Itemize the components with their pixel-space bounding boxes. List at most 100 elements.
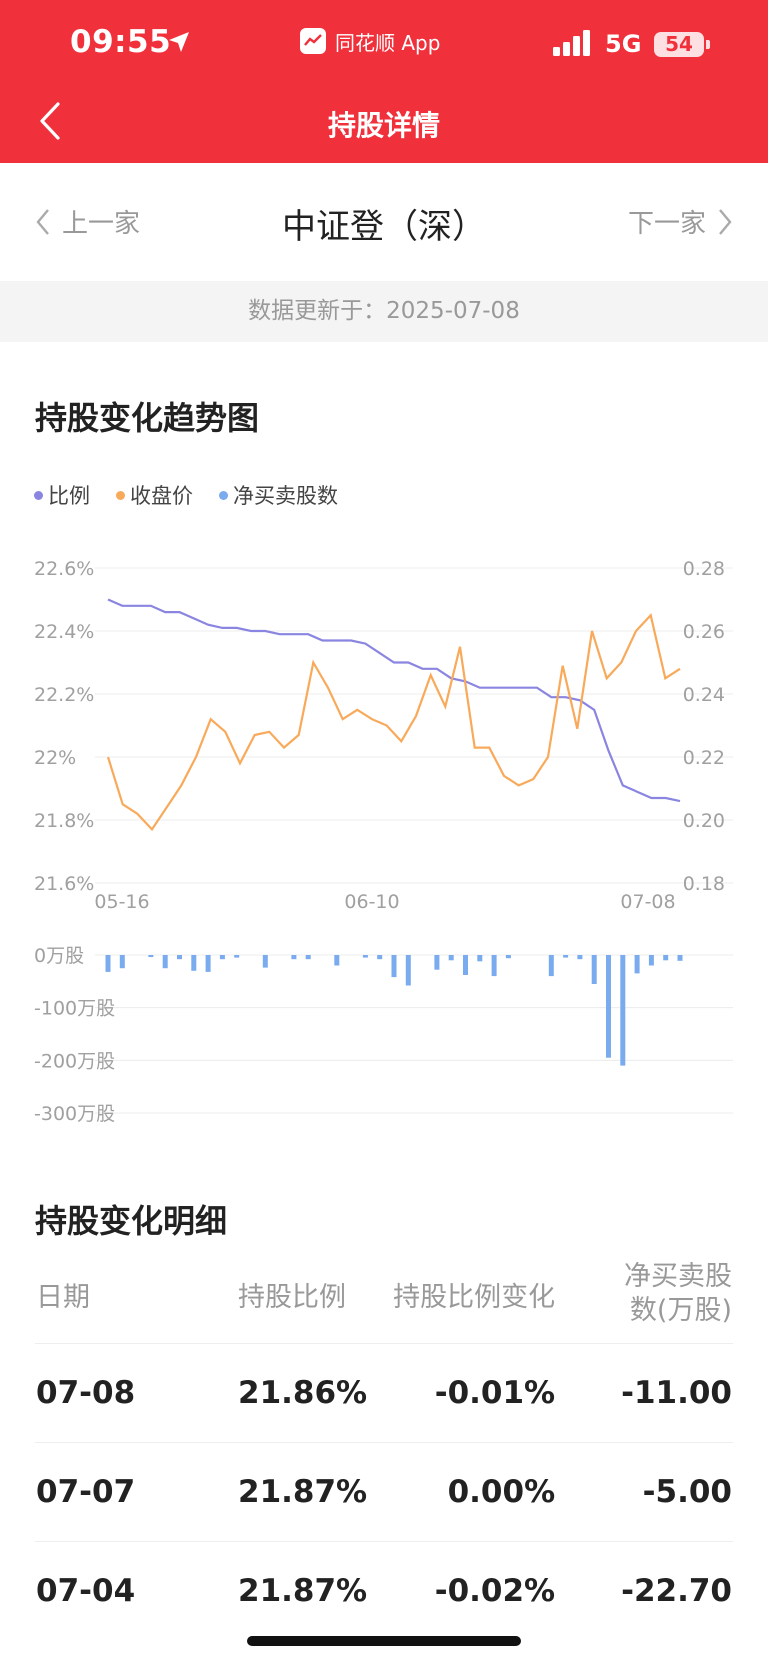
cell-date: 07-07: [35, 1442, 237, 1542]
app-switch-pill[interactable]: 同花顺 App: [300, 26, 440, 56]
y-tick-left: 22.4%: [34, 621, 94, 643]
cell-net: -22.70: [556, 1541, 733, 1640]
table-row: 07-07 21.87% 0.00% -5.00: [35, 1442, 733, 1542]
holding-trend-chart[interactable]: 22.6% 0.28 22.4% 0.26 22.2% 0.24 22% 0.22 21.8% 0…: [0, 530, 768, 1140]
chart-legend: 比例 收盘价 净买卖股数: [34, 480, 364, 510]
net-bar: [591, 955, 597, 984]
col-header-ratio: 持股比例: [238, 1281, 346, 1313]
net-bar: [620, 955, 626, 1066]
legend-label-ratio: 比例: [48, 484, 90, 508]
y-tick-left: 21.8%: [34, 810, 94, 832]
legend-item-price[interactable]: 收盘价: [116, 480, 193, 510]
holder-name: 中证登（深）: [282, 207, 486, 247]
net-bar: [491, 955, 497, 977]
col-header-net-line2: 数(万股): [629, 1295, 732, 1326]
holding-detail-table: 日期 持股比例 持股比例变化 净买卖股 数(万股) 07-08 21.86% -0…: [35, 1245, 733, 1640]
cell-ratio: 21.86%: [237, 1343, 369, 1443]
net-bar: [262, 955, 268, 968]
bar-y-tick: -100万股: [34, 998, 115, 1020]
legend-item-ratio[interactable]: 比例: [34, 480, 90, 510]
net-bar: [177, 955, 182, 960]
cell-ratio: 21.87%: [237, 1442, 369, 1542]
net-bar: [334, 955, 340, 966]
y-tick-right: 0.18: [683, 873, 725, 895]
bar-y-tick: 0万股: [34, 945, 84, 967]
x-tick-label: 07-08: [620, 891, 675, 913]
y-tick-right: 0.20: [683, 810, 725, 832]
legend-item-net[interactable]: 净买卖股数: [219, 480, 338, 510]
col-header-net: 净买卖股 数(万股): [556, 1245, 733, 1344]
net-bar: [663, 955, 669, 961]
battery-nub: [706, 40, 710, 49]
detail-section-title: 持股变化明细: [35, 1202, 228, 1240]
status-time: 09:55: [70, 24, 172, 60]
net-bar: [477, 955, 483, 962]
next-holder-button[interactable]: 下一家: [628, 203, 734, 240]
price-series-line: [106, 613, 681, 832]
y-tick-left: 21.6%: [34, 873, 94, 895]
y-tick-left: 22%: [34, 747, 76, 769]
net-bar: [162, 955, 168, 969]
back-arrow-icon[interactable]: [36, 100, 64, 142]
table-header-row: 日期 持股比例 持股比例变化 净买卖股 数(万股): [35, 1245, 733, 1344]
y-tick-right: 0.26: [683, 621, 725, 643]
net-bar: [105, 955, 111, 972]
app-logo-icon: [300, 28, 326, 54]
net-bar: [548, 955, 554, 977]
location-arrow-icon: [169, 32, 189, 52]
cell-change: 0.00%: [368, 1442, 557, 1542]
table-row: 07-08 21.86% -0.01% -11.00: [35, 1343, 733, 1443]
net-bar: [377, 955, 383, 960]
cell-date: 07-04: [35, 1541, 237, 1640]
prev-holder-button[interactable]: 上一家: [34, 203, 140, 240]
net-bar: [305, 955, 311, 960]
y-tick-left: 22.2%: [34, 684, 94, 706]
bar-y-tick: -200万股: [34, 1050, 115, 1072]
y-tick-right: 0.22: [683, 747, 725, 769]
net-bar: [563, 955, 569, 958]
cell-net: -5.00: [556, 1442, 733, 1542]
cell-date: 07-08: [35, 1343, 237, 1443]
ratio-series-line: [107, 598, 681, 803]
net-bar: [205, 955, 211, 972]
net-bar: [606, 955, 611, 1058]
legend-dot-price: [116, 490, 125, 500]
home-indicator: [247, 1636, 521, 1646]
battery-icon: 54: [654, 32, 704, 57]
cellular-signal-icon: [553, 30, 590, 56]
net-bar: [648, 955, 654, 966]
y-tick-right: 0.28: [683, 558, 725, 580]
next-holder-label: 下一家: [627, 209, 706, 239]
legend-label-net: 净买卖股数: [233, 484, 338, 508]
net-bar: [463, 955, 468, 975]
y-tick-left: 22.6%: [34, 558, 94, 580]
prev-holder-label: 上一家: [62, 209, 141, 239]
app-header: 09:55 同花顺 App 5G 54 持股详情: [0, 0, 768, 163]
app-pill-label: 同花顺 App: [335, 30, 441, 55]
col-header-change: 持股比例变化: [393, 1281, 556, 1313]
net-bar: [362, 955, 368, 958]
legend-label-price: 收盘价: [130, 484, 193, 508]
net-bar: [448, 955, 454, 961]
x-tick-label: 06-10: [344, 891, 399, 913]
table-row: 07-04 21.87% -0.02% -22.70: [35, 1541, 733, 1640]
net-bar: [148, 955, 154, 958]
net-bar: [505, 955, 511, 959]
net-bar: [677, 955, 683, 961]
col-header-net-line1: 净买卖股: [624, 1261, 732, 1292]
update-date: 数据更新于：2025-07-08: [0, 281, 768, 342]
cell-change: -0.01%: [368, 1343, 557, 1443]
net-bar: [119, 955, 125, 969]
y-tick-right: 0.24: [683, 684, 725, 706]
cell-net: -11.00: [556, 1343, 733, 1443]
col-header-date: 日期: [36, 1281, 90, 1313]
net-bar: [234, 955, 240, 958]
cell-ratio: 21.87%: [237, 1541, 369, 1640]
trend-section-title: 持股变化趋势图: [35, 399, 260, 437]
legend-dot-net: [219, 490, 228, 500]
net-bar: [577, 955, 583, 960]
net-bar: [391, 955, 397, 978]
cell-change: -0.02%: [368, 1541, 557, 1640]
net-bar: [291, 955, 297, 960]
bar-y-tick: -300万股: [34, 1103, 115, 1125]
